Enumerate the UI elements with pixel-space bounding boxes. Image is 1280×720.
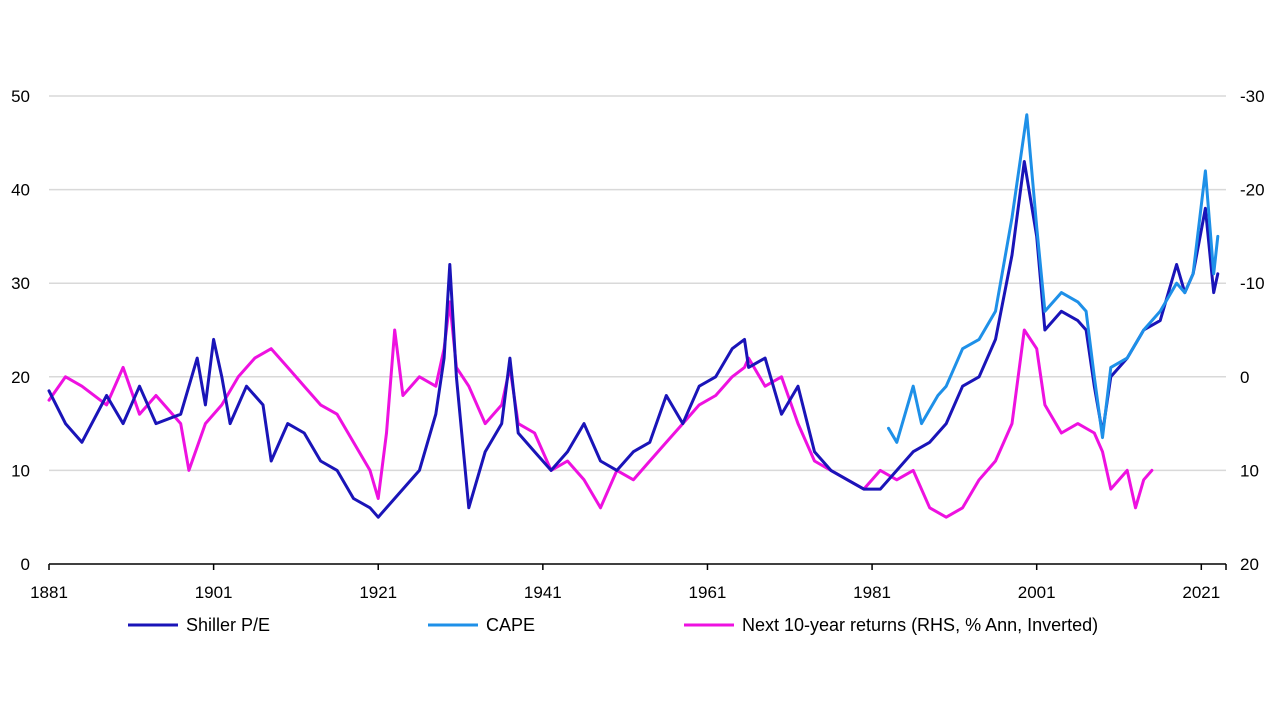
right-y-tick-20: 20 [1240,555,1259,574]
x-tick-1981: 1981 [853,583,891,602]
right-y-tick-20: -20 [1240,181,1265,200]
legend-label-shiller-pe: Shiller P/E [186,615,270,635]
x-tick-1941: 1941 [524,583,562,602]
legend-label-next-10-year-returns: Next 10-year returns (RHS, % Ann, Invert… [742,615,1098,635]
right-y-tick-labels: 20 10 0 -10 -20 -30 [1240,87,1265,574]
left-y-tick-40: 40 [11,181,30,200]
series-line-shiller-p-e [47,160,1220,519]
x-tick-labels: 1881 1901 1921 1941 1961 1981 2001 2021 [30,583,1220,602]
left-y-tick-50: 50 [11,87,30,106]
right-y-tick-0: 0 [1240,368,1249,387]
left-y-tick-0: 0 [21,555,30,574]
legend-item-next-10-year-returns: Next 10-year returns (RHS, % Ann, Invert… [684,615,1098,635]
legend-item-cape: CAPE [428,615,535,635]
series-line-cape [887,113,1220,444]
right-y-tick-30: -30 [1240,87,1265,106]
series-lines [47,113,1220,519]
x-tick-1881: 1881 [30,583,68,602]
legend-item-shiller-pe: Shiller P/E [128,615,270,635]
x-tick-1901: 1901 [195,583,233,602]
x-tick-1921: 1921 [359,583,397,602]
x-tick-2021: 2021 [1182,583,1220,602]
right-y-tick-10: 10 [1240,461,1259,480]
x-tick-1961: 1961 [689,583,727,602]
series-line-next-10-year-returns-rhs-ann-inverted [47,300,1154,519]
left-y-tick-30: 30 [11,274,30,293]
left-y-tick-20: 20 [11,368,30,387]
legend: Shiller P/E CAPE Next 10-year returns (R… [128,615,1098,635]
right-y-tick-10: -10 [1240,274,1265,293]
left-y-tick-10: 10 [11,461,30,480]
x-tick-2001: 2001 [1018,583,1056,602]
left-y-tick-labels: 0 10 20 30 40 50 [11,87,30,574]
x-tick-marks [48,564,1227,570]
legend-label-cape: CAPE [486,615,535,635]
